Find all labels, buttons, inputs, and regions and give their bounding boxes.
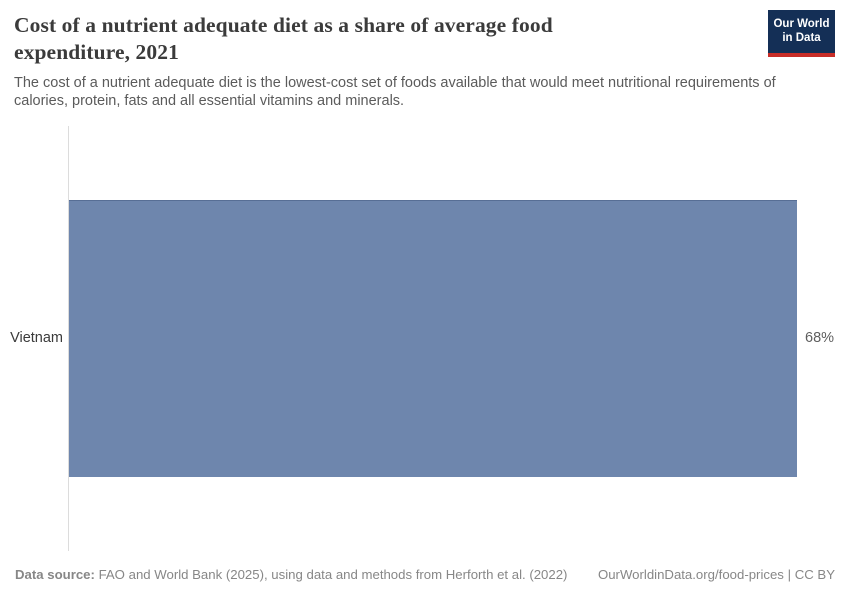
chart-footer: Data source: FAO and World Bank (2025), … bbox=[15, 567, 835, 582]
value-label-vietnam: 68% bbox=[805, 330, 835, 346]
entity-label-vietnam: Vietnam bbox=[10, 330, 63, 346]
license-label: CC BY bbox=[794, 567, 835, 582]
bar-vietnam bbox=[69, 200, 797, 477]
page-title: Cost of a nutrient adequate diet as a sh… bbox=[14, 13, 553, 64]
footer-attribution: OurWorldinData.org/food-prices | CC BY bbox=[598, 567, 835, 582]
owid-logo-line2: in Data bbox=[782, 31, 821, 44]
owid-logo-line1: Our World bbox=[773, 18, 830, 30]
owid-url: OurWorldinData.org/food-prices bbox=[597, 567, 784, 582]
plot-area bbox=[69, 200, 797, 477]
chart-subtitle: The cost of a nutrient adequate diet is … bbox=[14, 75, 776, 110]
footer-separator: | bbox=[787, 567, 792, 582]
y-axis-line bbox=[68, 126, 69, 551]
data-source-text: FAO and World Bank (2025), using data an… bbox=[98, 567, 568, 582]
owid-logo: Our World in Data bbox=[768, 10, 835, 57]
data-source-label: Data source: bbox=[15, 567, 95, 582]
data-source-note: Data source: FAO and World Bank (2025), … bbox=[15, 567, 567, 582]
